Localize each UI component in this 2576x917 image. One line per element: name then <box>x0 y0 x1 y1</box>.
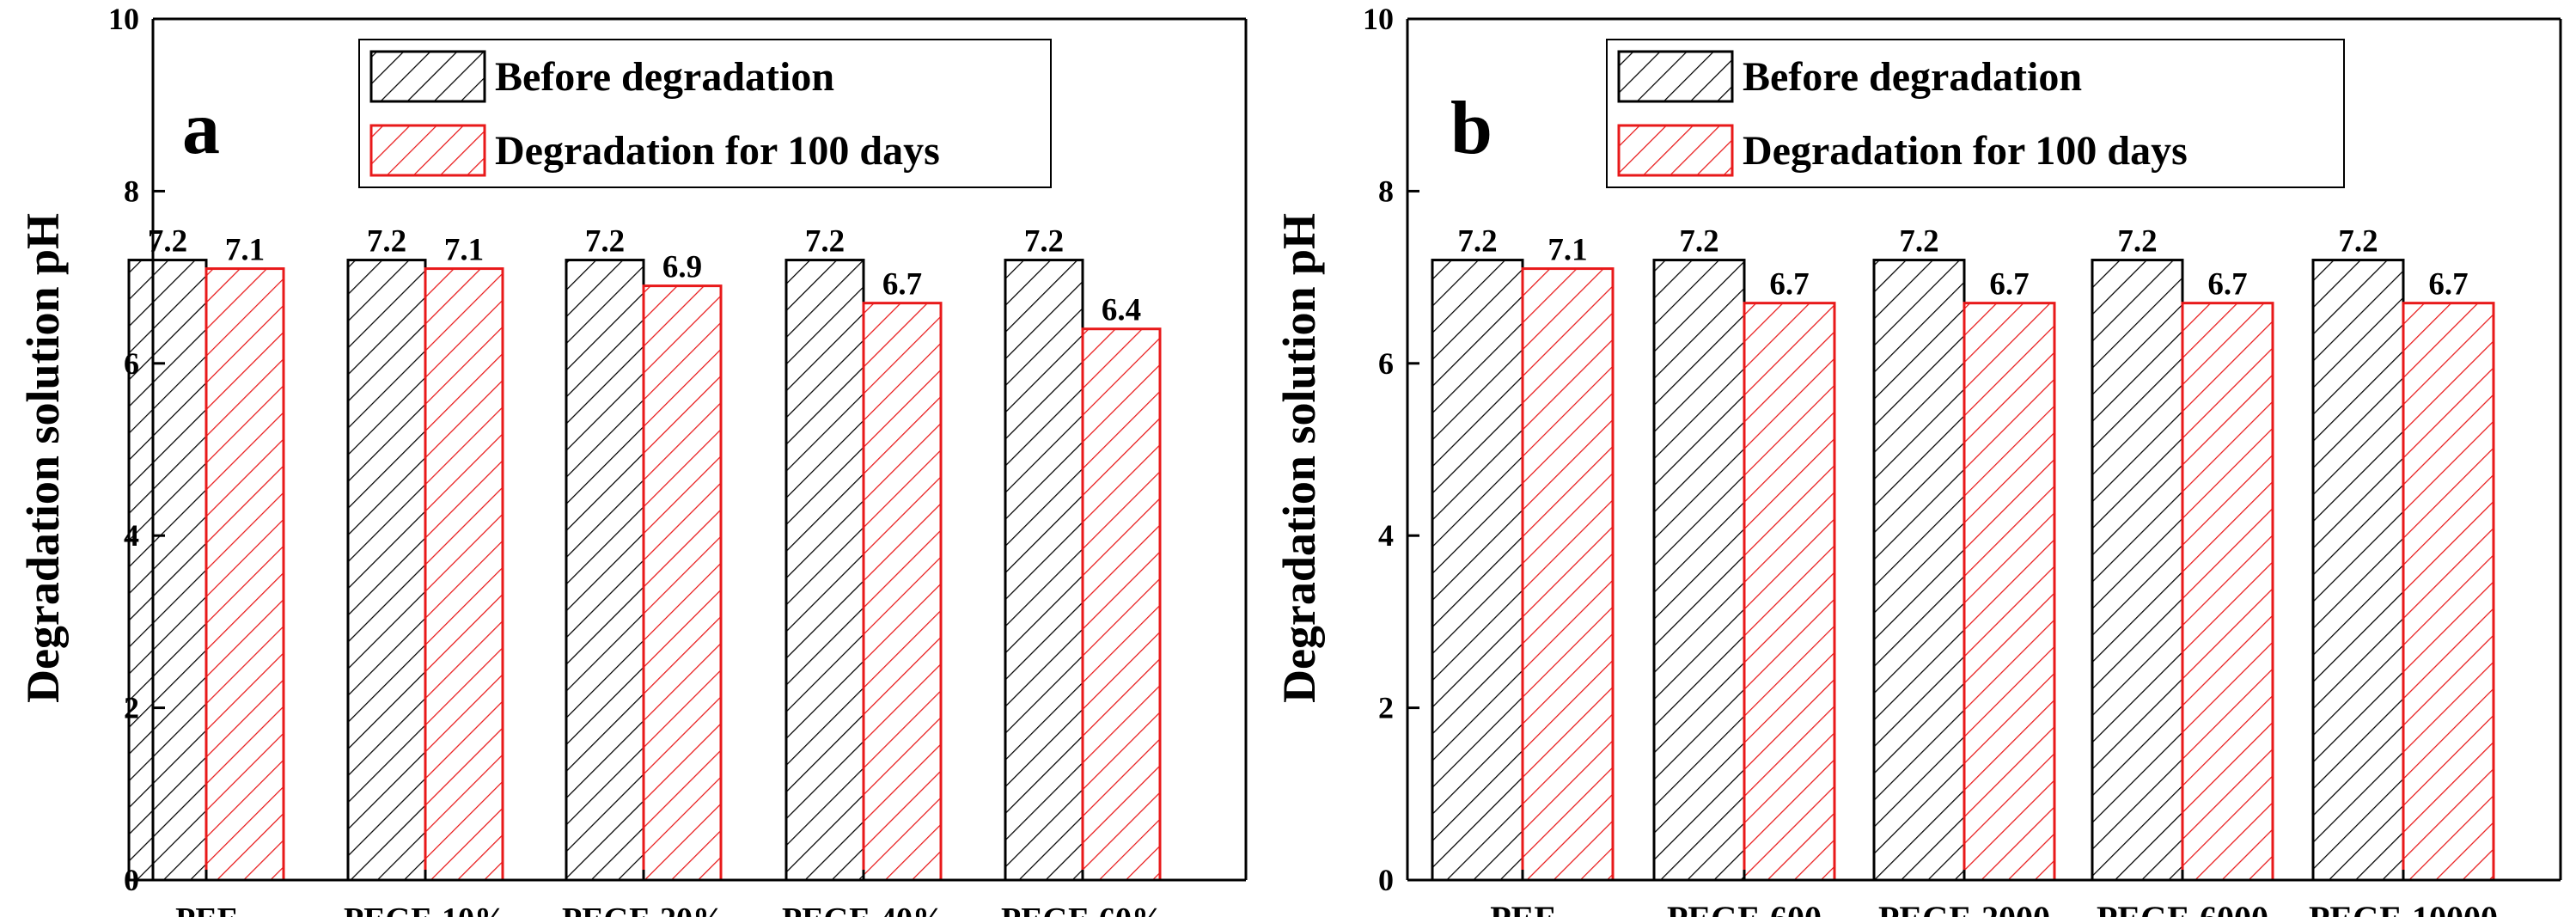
bar-after-2 <box>424 267 504 882</box>
legend-label-before: Before degradation <box>1743 54 2082 100</box>
data-label-after-3: 6.9 <box>662 250 702 285</box>
y-tick-label-6: 6 <box>124 346 139 381</box>
x-tick-label-4: PEGF-6000 <box>2097 899 2268 917</box>
data-label-after-5: 6.4 <box>1102 293 1141 328</box>
y-tick-label-4: 4 <box>124 518 139 553</box>
data-label-after-2: 7.1 <box>444 233 484 268</box>
y-tick-label-0: 0 <box>124 863 139 897</box>
legend: Before degradation Degradation for 100 da… <box>358 39 1052 188</box>
legend-label-after: Degradation for 100 days <box>1743 128 2188 174</box>
bar-before-1 <box>1431 259 1524 882</box>
bar-after-1 <box>204 267 285 882</box>
x-tick-label-2: PEGF-600 <box>1667 899 1822 917</box>
bar-before-2 <box>346 259 427 882</box>
bar-after-1 <box>1521 267 1615 882</box>
x-tick-label-1: PEF <box>1490 899 1555 917</box>
data-label-before-4: 7.2 <box>805 224 845 260</box>
bar-after-4 <box>2181 302 2274 882</box>
y-tick-label-2: 2 <box>124 691 139 725</box>
legend-swatch-after <box>369 124 486 177</box>
panel-label: b <box>1450 87 1492 170</box>
y-tick-label-4: 4 <box>1378 518 1394 553</box>
bar-after-3 <box>1963 302 2056 882</box>
data-label-after-3: 6.7 <box>1989 267 2029 303</box>
data-label-after-1: 7.1 <box>1547 233 1587 268</box>
data-label-before-1: 7.2 <box>148 224 187 260</box>
legend-swatch-before <box>1617 50 1734 103</box>
bar-before-4 <box>784 259 865 882</box>
legend: Before degradation Degradation for 100 da… <box>1606 39 2345 188</box>
bar-before-4 <box>2091 259 2184 882</box>
y-tick-label-8: 8 <box>1378 174 1394 208</box>
x-tick-label-1: PEF <box>175 902 237 917</box>
x-tick-label-5: PEGF-60% <box>1001 902 1164 917</box>
data-label-before-2: 7.2 <box>1679 224 1718 260</box>
chart-panel-b: 7.2 7.1 PEF 7.2 6.7 PEGF-600 7.2 6.7 PEGF-2000 7.… <box>1273 2 2562 917</box>
y-tick-label-10: 10 <box>1363 2 1394 36</box>
bar-after-3 <box>642 284 723 882</box>
bar-after-5 <box>2402 302 2495 882</box>
data-label-after-2: 6.7 <box>1769 267 1809 303</box>
y-tick-label-0: 0 <box>1378 863 1394 897</box>
y-tick-label-10: 10 <box>108 2 139 36</box>
y-axis-title: Degradation solution pH <box>17 213 69 703</box>
data-label-before-4: 7.2 <box>2117 224 2157 260</box>
data-label-before-5: 7.2 <box>2338 224 2378 260</box>
data-label-before-3: 7.2 <box>1899 224 1938 260</box>
data-label-after-4: 6.7 <box>2207 267 2247 303</box>
data-label-after-5: 6.7 <box>2428 267 2468 303</box>
bar-before-2 <box>1652 259 1746 882</box>
legend-label-after: Degradation for 100 days <box>495 128 940 174</box>
data-label-before-5: 7.2 <box>1024 224 1064 260</box>
bar-after-2 <box>1743 302 1836 882</box>
legend-swatch-after <box>1617 124 1734 177</box>
data-label-after-1: 7.1 <box>225 233 265 268</box>
bar-before-3 <box>1872 259 1966 882</box>
bar-after-5 <box>1081 327 1162 882</box>
data-label-before-3: 7.2 <box>585 224 625 260</box>
legend-label-before: Before degradation <box>495 54 834 100</box>
bar-before-5 <box>1004 259 1084 882</box>
y-tick-label-2: 2 <box>1378 691 1394 725</box>
legend-swatch-before <box>369 50 486 103</box>
x-tick-label-3: PEGF-2000 <box>1878 899 2050 917</box>
chart-panel-a: 7.2 7.1 PEF 7.2 7.1 PEGF-10% 7.2 6.9 PEGF-20% 7.2… <box>17 2 1248 917</box>
data-label-after-4: 6.7 <box>882 267 922 303</box>
bar-before-5 <box>2311 259 2405 882</box>
data-label-before-1: 7.2 <box>1457 224 1497 260</box>
panel-label: a <box>182 87 220 170</box>
y-tick-label-6: 6 <box>1378 346 1394 381</box>
y-axis-title: Degradation solution pH <box>1273 213 1325 703</box>
x-tick-label-3: PEGF-20% <box>562 902 725 917</box>
x-tick-label-4: PEGF-40% <box>782 902 945 917</box>
bar-before-1 <box>127 259 208 882</box>
bar-before-3 <box>565 259 645 882</box>
data-label-before-2: 7.2 <box>367 224 406 260</box>
bar-after-4 <box>862 302 943 882</box>
x-tick-label-2: PEGF-10% <box>344 902 507 917</box>
y-tick-label-8: 8 <box>124 174 139 208</box>
x-tick-label-5: PEGF-10000 <box>2309 899 2498 917</box>
